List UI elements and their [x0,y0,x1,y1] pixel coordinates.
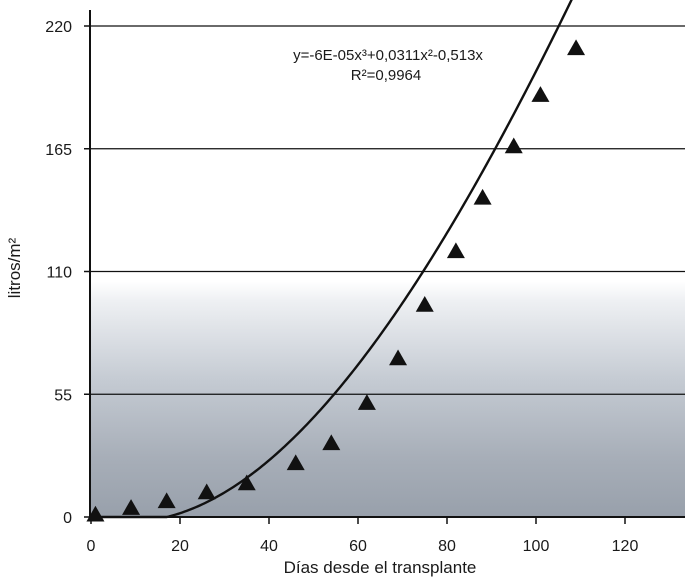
y-tick-label: 0 [63,510,72,527]
data-point-triangle [473,188,492,205]
trendline-r-squared: R²=0,9964 [351,67,421,84]
data-point-triangle [531,86,550,102]
data-point-triangle [322,434,341,451]
data-point-triangle [389,349,408,366]
axis-ticks: 0 55 110 165 220 0 20 40 60 80 100 120 [45,19,638,555]
y-tick-label: 165 [45,142,72,159]
trendline-equation: y=-6E-05x³+0,0311x²-0,513x [293,47,483,64]
data-point-triangle [286,454,305,471]
data-point-triangle [567,39,586,56]
y-tick-label: 110 [46,265,72,282]
x-tick-label: 80 [438,538,456,555]
y-tick-label: 55 [54,387,72,404]
x-tick-label: 100 [523,538,550,555]
data-point-triangle [415,295,434,312]
data-points [86,39,586,522]
trendline [91,0,573,519]
x-tick-label: 120 [612,538,639,555]
data-point-triangle [86,505,105,522]
x-tick-label: 0 [87,538,96,555]
data-point-triangle [122,499,141,515]
data-point-triangle [446,242,465,259]
data-point-triangle [357,394,376,410]
data-point-triangle [237,474,256,491]
data-point-triangle [197,483,216,500]
x-tick-label: 40 [260,538,278,555]
data-point-triangle [504,137,523,154]
y-tick-label: 220 [45,19,72,36]
trendline-curve [91,0,573,519]
x-axis-label: Días desde el transplante [284,558,477,577]
x-tick-label: 20 [171,538,189,555]
x-tick-label: 60 [349,538,367,555]
data-point-triangle [157,492,176,509]
y-axis-label: litros/m² [5,237,24,298]
grid-lines [90,25,685,395]
